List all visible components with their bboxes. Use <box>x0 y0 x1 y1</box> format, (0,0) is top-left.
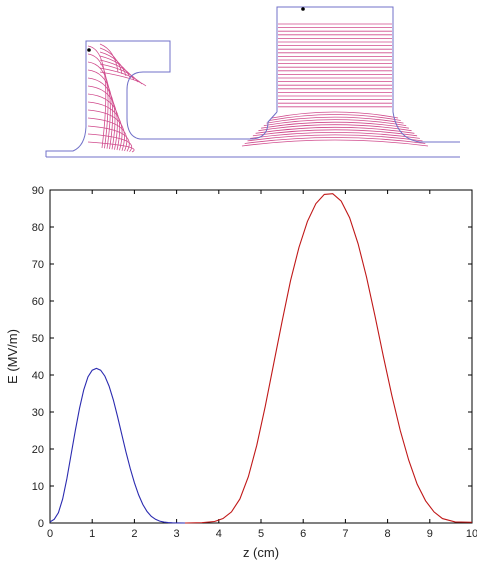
field-line <box>271 111 399 119</box>
y-tick-label: 50 <box>32 333 44 345</box>
field-line <box>255 126 415 134</box>
x-axis-ticks: 0 1 2 3 4 5 6 7 8 9 10 <box>47 190 477 540</box>
field-line <box>244 137 426 144</box>
x-tick-label: 8 <box>385 528 391 540</box>
field-line <box>87 125 130 152</box>
field-line <box>87 101 123 151</box>
field-line <box>247 134 423 142</box>
field-line <box>87 93 121 151</box>
cavity-1-field-lines <box>87 43 147 153</box>
field-line <box>99 47 123 75</box>
x-tick-label: 1 <box>89 528 95 540</box>
field-line <box>266 116 404 124</box>
field-line <box>250 132 420 139</box>
y-tick-label: 0 <box>38 518 44 530</box>
series-line-2 <box>185 193 473 524</box>
y-axis-ticks: 0 10 20 30 40 50 60 70 80 90 <box>32 185 472 530</box>
x-tick-label: 5 <box>258 528 264 540</box>
x-tick-label: 9 <box>427 528 433 540</box>
field-line <box>252 129 418 137</box>
y-tick-label: 20 <box>32 444 44 456</box>
y-tick-label: 90 <box>32 185 44 197</box>
field-line <box>87 117 128 152</box>
field-line <box>269 114 401 121</box>
field-line <box>87 45 107 149</box>
marker-dot-2 <box>301 7 305 11</box>
field-line <box>87 141 135 153</box>
cavity-2-outline <box>276 6 460 143</box>
field-line <box>263 119 407 126</box>
field-line <box>99 51 127 77</box>
marker-dot-1 <box>87 48 91 52</box>
series-layer <box>49 193 473 524</box>
x-tick-label: 7 <box>342 528 348 540</box>
y-axis-label: E (MV/m) <box>5 329 20 384</box>
x-tick-label: 10 <box>466 528 477 540</box>
field-line <box>258 124 412 132</box>
x-tick-label: 6 <box>300 528 306 540</box>
plot-frame <box>49 189 473 524</box>
y-tick-label: 30 <box>32 407 44 419</box>
y-tick-label: 70 <box>32 259 44 271</box>
field-line <box>87 109 125 151</box>
field-line <box>87 133 132 152</box>
x-tick-label: 4 <box>216 528 222 540</box>
x-tick-label: 0 <box>47 528 53 540</box>
field-line <box>241 139 429 147</box>
y-tick-label: 40 <box>32 370 44 382</box>
x-tick-label: 3 <box>174 528 180 540</box>
cavity-1-outline <box>45 40 278 157</box>
x-tick-label: 2 <box>131 528 137 540</box>
y-tick-label: 60 <box>32 296 44 308</box>
field-line <box>261 121 409 129</box>
field-line <box>87 85 118 150</box>
field-line <box>87 77 116 150</box>
series-line-1 <box>49 367 186 524</box>
y-tick-label: 80 <box>32 222 44 234</box>
cavity-2-field-lines <box>241 23 429 147</box>
y-tick-label: 10 <box>32 481 44 493</box>
field-line <box>87 69 114 150</box>
field-line <box>99 63 139 83</box>
cavity-geometry-figure <box>45 6 460 158</box>
x-axis-label: z (cm) <box>243 545 279 560</box>
